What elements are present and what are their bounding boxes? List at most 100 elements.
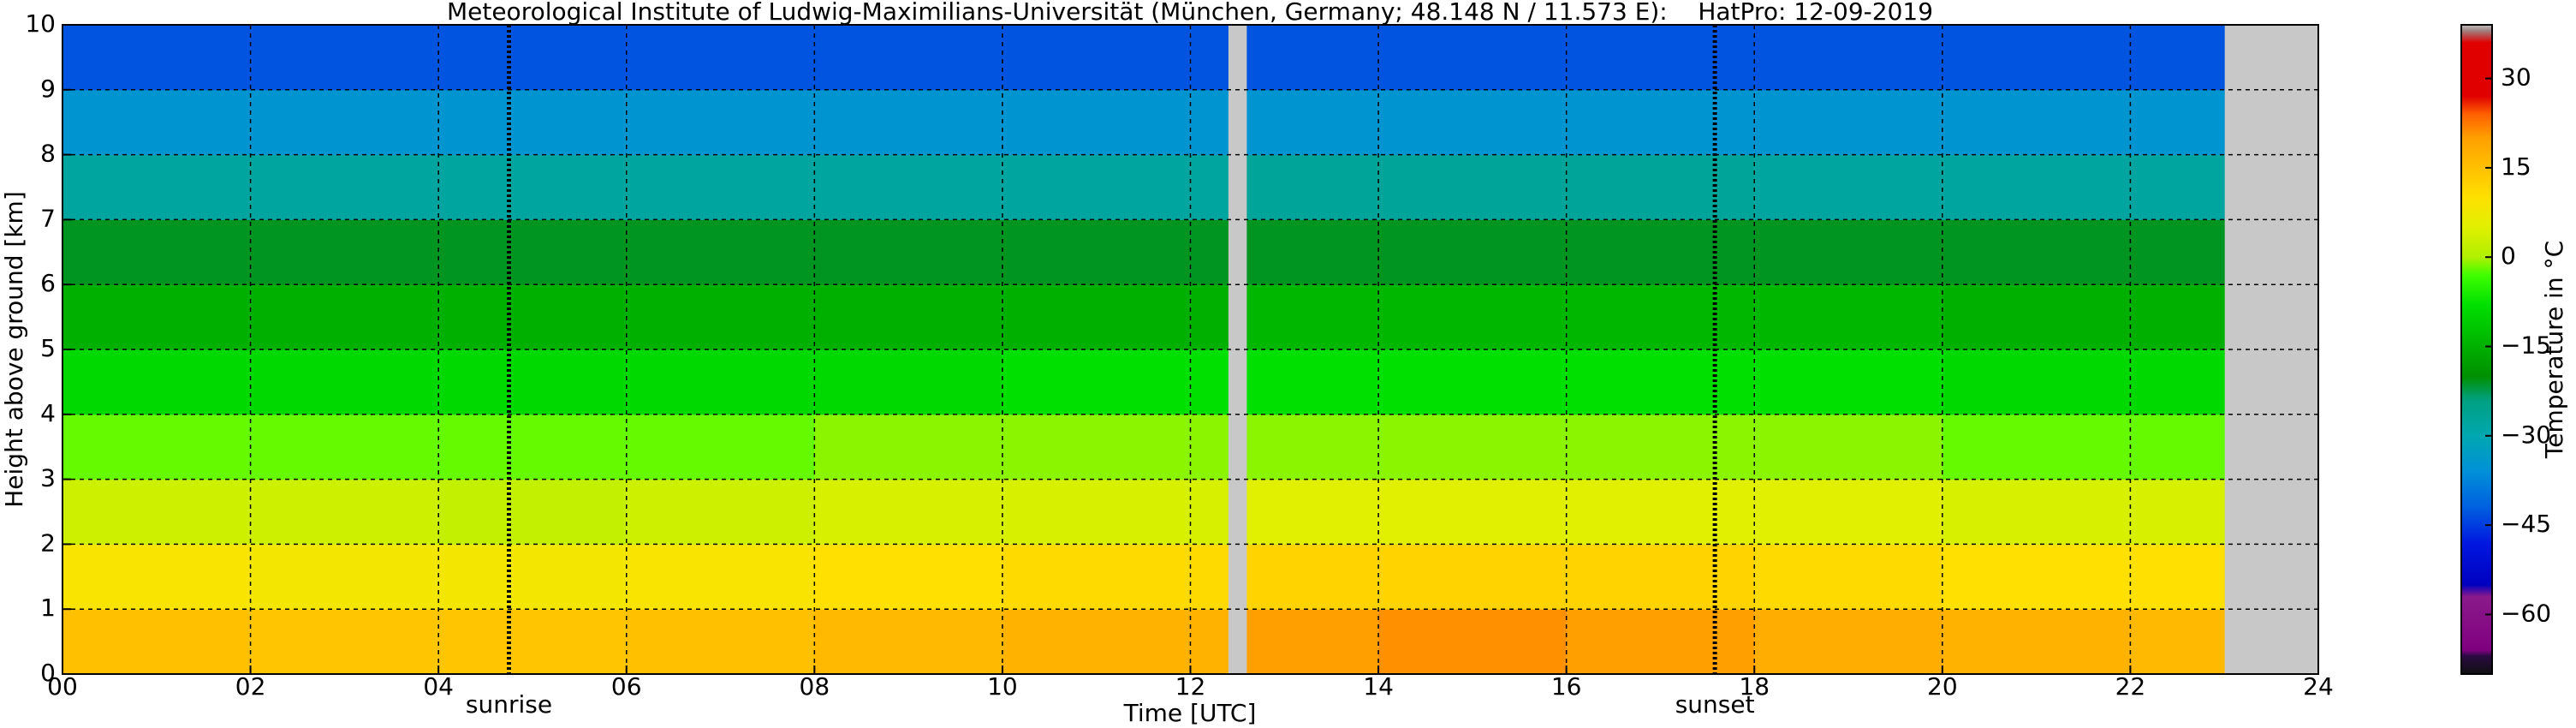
heatmap-cell: [814, 89, 1003, 156]
heatmap-cell: [814, 609, 1003, 675]
heatmap-cell: [626, 89, 815, 156]
heatmap-cell: [250, 154, 439, 220]
y-tick-label: 8: [40, 140, 56, 168]
x-axis-label: Time [UTC]: [1123, 699, 1257, 727]
heatmap-cell: [2130, 25, 2225, 91]
heatmap-cell: [62, 414, 252, 480]
heatmap-cell: [1246, 154, 1379, 220]
y-tick-label: 2: [40, 528, 56, 557]
heatmap-cell: [250, 284, 439, 350]
heatmap-cell: [1566, 154, 1755, 220]
x-tick-label: 08: [800, 672, 830, 701]
heatmap-cell: [2130, 219, 2225, 285]
heatmap-cell: [626, 284, 815, 350]
heatmap-cell: [626, 479, 815, 545]
heatmap-cell: [62, 25, 252, 91]
heatmap-cell: [1942, 219, 2131, 285]
heatmap-cell: [250, 219, 439, 285]
heatmap-cell: [1378, 89, 1568, 156]
colorbar-tick-label: −45: [2501, 510, 2551, 538]
heatmap-cell: [1378, 219, 1568, 285]
heatmap-cell: [1754, 609, 1943, 675]
heatmap-cell: [814, 414, 1003, 480]
heatmap-cell: [438, 284, 628, 350]
heatmap-cell: [1942, 414, 2131, 480]
heatmap-cell: [1002, 479, 1229, 545]
heatmap-cell: [1378, 284, 1568, 350]
x-tick-label: 02: [235, 672, 266, 701]
heatmap-cell: [814, 25, 1003, 91]
colorbar-tick-label: 15: [2501, 152, 2531, 181]
x-tick-label: 18: [1739, 672, 1770, 701]
heatmap-cell: [814, 284, 1003, 350]
heatmap-cell: [2130, 89, 2225, 156]
heatmap-cell: [1566, 414, 1755, 480]
heatmap-cell: [1754, 544, 1943, 610]
heatmap-cell: [1002, 89, 1229, 156]
y-tick-label: 10: [25, 9, 56, 38]
heatmap-cell: [1246, 544, 1379, 610]
heatmap-cell: [1378, 479, 1568, 545]
heatmap-cell: [1378, 544, 1568, 610]
y-tick-label: 9: [40, 75, 56, 103]
heatmap-cell: [626, 349, 815, 415]
heatmap-cell: [626, 219, 815, 285]
colorbar-tick-label: −30: [2501, 421, 2551, 449]
heatmap-cell: [1378, 349, 1568, 415]
y-tick-label: 5: [40, 334, 56, 362]
heatmap-cell: [438, 25, 628, 91]
heatmap-cell: [1246, 219, 1379, 285]
y-tick-label: 0: [40, 659, 56, 687]
colorbar-tick-label: 30: [2501, 63, 2531, 92]
heatmap-cell: [2130, 349, 2225, 415]
x-tick-label: 24: [2303, 672, 2334, 701]
annotation-label: sunset: [1675, 690, 1755, 719]
heatmap-cell: [626, 414, 815, 480]
y-tick-label: 4: [40, 399, 56, 427]
heatmap-cell: [1566, 479, 1755, 545]
x-tick-label: 14: [1363, 672, 1394, 701]
heatmap-cell: [1246, 25, 1379, 91]
heatmap-cell: [1942, 25, 2131, 91]
heatmap-cell: [1246, 89, 1379, 156]
heatmap-cell: [1754, 89, 1943, 156]
heatmap-cell: [1566, 609, 1755, 675]
heatmap-cell: [1002, 284, 1229, 350]
heatmap-cell: [1754, 219, 1943, 285]
heatmap-cell: [62, 479, 252, 545]
x-tick-label: 06: [611, 672, 642, 701]
heatmap-cell: [62, 154, 252, 220]
heatmap-cell: [626, 544, 815, 610]
x-tick-label: 00: [47, 672, 78, 701]
heatmap-cell: [62, 349, 252, 415]
heatmap-cell: [2130, 284, 2225, 350]
heatmap-cell: [1754, 284, 1943, 350]
heatmap-cell: [1754, 349, 1943, 415]
heatmap-cell: [1942, 89, 2131, 156]
heatmap-cell: [1942, 479, 2131, 545]
heatmap-cell: [814, 154, 1003, 220]
heatmap-cell: [1246, 284, 1379, 350]
y-tick-label: 6: [40, 269, 56, 297]
heatmap-cell: [1566, 544, 1755, 610]
heatmap-cell: [626, 25, 815, 91]
heatmap-cell: [1942, 154, 2131, 220]
heatmap-cell: [62, 284, 252, 350]
x-tick-label: 10: [987, 672, 1018, 701]
heatmap-cell: [814, 219, 1003, 285]
heatmap-cell: [1002, 609, 1229, 675]
heatmap-cell: [250, 349, 439, 415]
heatmap-cell: [438, 349, 628, 415]
heatmap-cell: [1002, 544, 1229, 610]
heatmap-cell: [1754, 479, 1943, 545]
heatmap-cell: [438, 219, 628, 285]
heatmap-cell: [1378, 25, 1568, 91]
heatmap-cell: [250, 414, 439, 480]
y-tick-label: 7: [40, 204, 56, 232]
heatmap-cell: [250, 479, 439, 545]
heatmap-cell: [1942, 609, 2131, 675]
x-tick-label: 16: [1551, 672, 1582, 701]
heatmap-cell: [814, 349, 1003, 415]
heatmap-cell: [2130, 479, 2225, 545]
